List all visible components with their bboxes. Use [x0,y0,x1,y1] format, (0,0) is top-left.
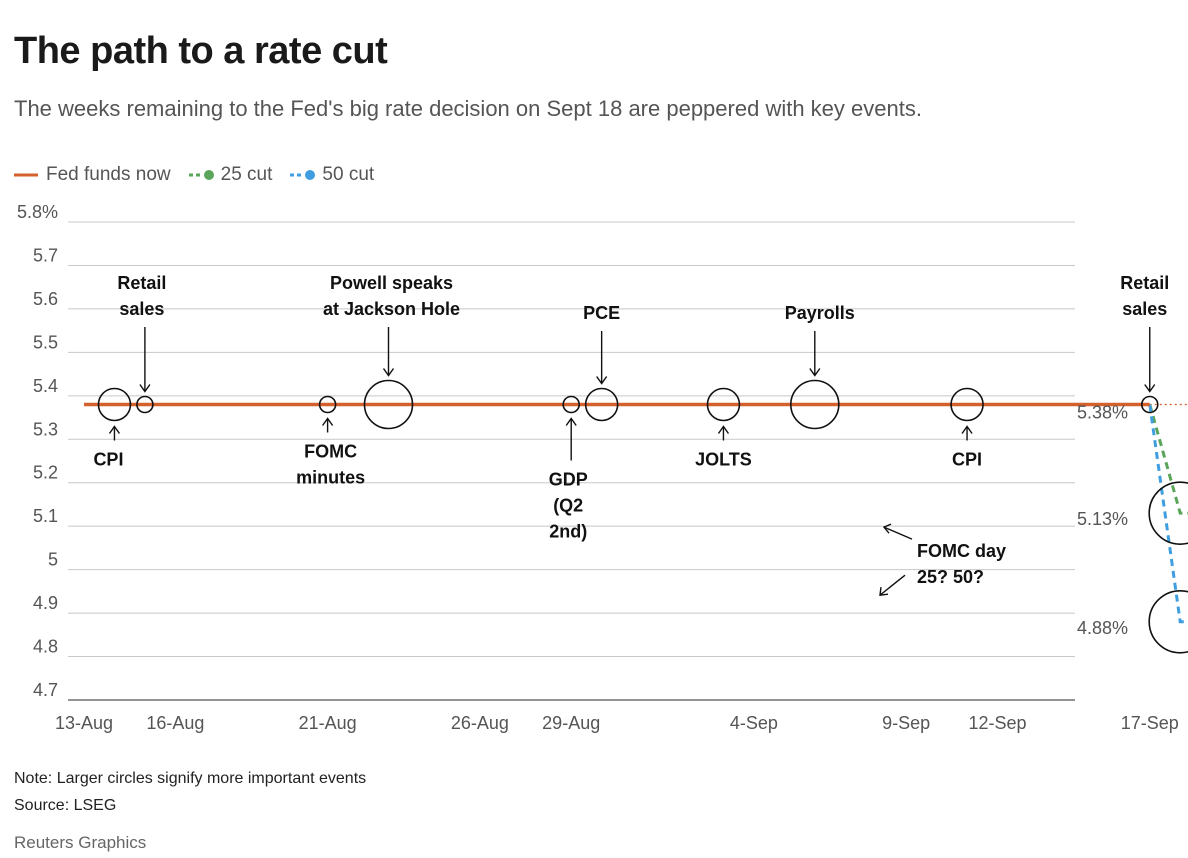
legend-item-25-cut: 25 cut [188,164,273,186]
legend-swatch-50-cut [290,170,316,180]
legend: Fed funds now 25 cut 50 cut [14,164,392,186]
event-circle [950,387,984,422]
annotation-arrowhead [879,587,889,596]
event-label: (Q2 [553,496,583,516]
y-tick-label: 5.4 [33,376,58,396]
series-50-cut-line [1148,404,1188,624]
legend-label-50-cut: 50 cut [322,164,375,185]
chart-subtitle: The weeks remaining to the Fed's big rat… [14,96,922,121]
line-chart: 5.8% 5.7 5.6 5.5 5.4 5.3 5.2 5.1 5 4.9 4.8 4.7 13-Au… [17,202,1188,733]
event-circle [363,379,414,430]
y-tick-label: 4.8 [33,637,58,657]
y-tick-label: 5.8% [17,202,58,222]
x-tick-label: 9-Sep [882,713,930,733]
event-circle [706,387,741,422]
y-tick-label: 5.3 [33,419,58,439]
series-25-cut-line [1148,404,1188,515]
y-tick-label: 5.2 [33,463,58,483]
event-label: JOLTS [695,450,752,470]
event-circle [318,395,337,414]
event-arrowhead [717,425,730,434]
annotation-25-50: 25? 50? [917,567,984,587]
event-label: minutes [296,468,365,488]
y-tick-label: 4.7 [33,680,58,700]
x-tick-label: 26-Aug [451,713,509,733]
fomc-circle-25-cut [1148,481,1188,545]
x-tick-label: 21-Aug [299,713,357,733]
event-label: FOMC [304,442,357,462]
x-tick-label: 12-Sep [968,713,1026,733]
annotation-fomc-day: FOMC day [917,541,1006,561]
chart-source: Source: LSEG [14,797,117,814]
event-arrowhead [565,417,577,426]
event-arrowhead [1144,384,1156,393]
annotation-arrowhead [882,523,892,534]
x-tick-label: 4-Sep [730,713,778,733]
event-label: sales [1122,299,1167,319]
x-tick-label: 17-Sep [1121,713,1179,733]
legend-item-50-cut: 50 cut [290,164,374,186]
y-tick-label: 5.1 [33,506,58,526]
event-arrowhead [596,376,608,385]
fomc-circle-50-cut [1148,589,1188,654]
y-tick-label: 5.5 [33,332,58,352]
legend-label-fed-funds: Fed funds now [46,164,171,185]
event-label: CPI [952,450,982,470]
x-tick-label: 29-Aug [542,713,600,733]
event-arrowhead [382,368,395,377]
chart-title: The path to a rate cut [14,30,388,72]
event-circle [1140,395,1159,414]
event-label: Powell speaks [330,273,453,293]
event-arrowhead [809,368,821,377]
y-tick-label: 4.9 [33,593,58,613]
y-tick-label: 5.6 [33,289,58,309]
event-arrowhead [108,425,121,434]
event-circle [562,395,581,414]
x-tick-label: 16-Aug [146,713,204,733]
end-label-fed-funds: 5.38% [1077,403,1128,423]
legend-item-fed-funds: Fed funds now [14,164,171,186]
event-arrowhead [139,384,151,393]
event-label: Retail [1120,273,1169,293]
event-circle [584,387,619,422]
event-label: sales [119,299,164,319]
event-label: Payrolls [785,303,855,323]
event-label: GDP [549,470,588,490]
event-label: 2nd) [549,522,587,542]
y-tick-label: 5.7 [33,245,58,265]
chart-note: Note: Larger circles signify more import… [14,770,367,787]
event-arrowhead [961,425,973,434]
end-label-25-cut: 5.13% [1077,509,1128,529]
legend-swatch-25-cut [188,170,214,180]
end-label-50-cut: 4.88% [1077,618,1128,638]
chart-credit: Reuters Graphics [14,833,147,852]
event-circle [789,379,840,430]
event-label: PCE [583,303,620,323]
event-arrowhead [322,417,334,426]
x-tick-label: 13-Aug [55,713,113,733]
event-circle [136,395,154,414]
event-circle [97,387,132,422]
event-label: CPI [93,450,123,470]
event-label: Retail [117,273,166,293]
event-label: at Jackson Hole [323,299,460,319]
y-tick-label: 5 [48,550,58,570]
legend-swatch-fed-funds [14,173,38,177]
annotation-arrow [883,526,913,540]
legend-label-25-cut: 25 cut [220,164,273,185]
annotation-arrow [879,574,906,596]
